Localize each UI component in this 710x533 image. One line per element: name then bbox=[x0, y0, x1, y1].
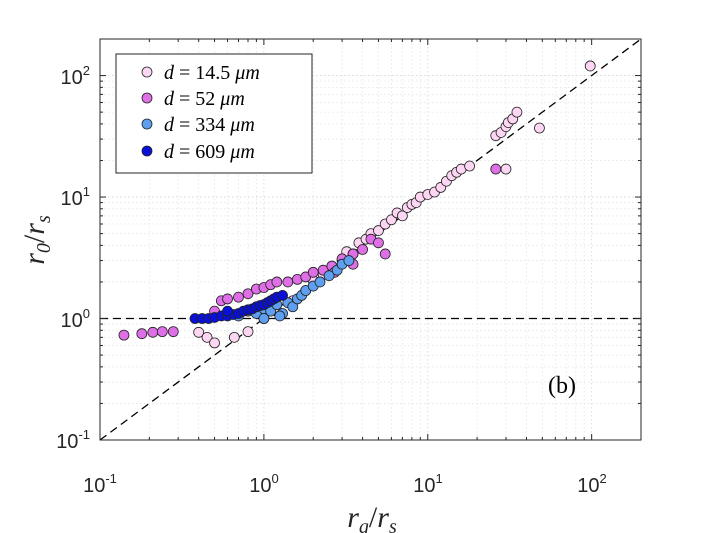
data-point-series-2 bbox=[323, 270, 335, 282]
data-point-series-0 bbox=[373, 225, 384, 236]
data-point-series-0 bbox=[242, 326, 254, 338]
data-point-series-1 bbox=[118, 329, 130, 341]
data-point-series-0 bbox=[396, 210, 408, 222]
y-axis-label: r0/rs bbox=[18, 215, 55, 265]
data-point-series-0 bbox=[228, 331, 240, 343]
data-point-series-1 bbox=[357, 244, 368, 255]
data-point-series-1 bbox=[282, 276, 294, 288]
legend-marker-1 bbox=[141, 92, 153, 104]
plot-frame bbox=[99, 38, 642, 441]
data-point-series-3 bbox=[222, 305, 233, 317]
y-tick-label-3: 102 bbox=[61, 63, 90, 89]
y-tick-label-2: 101 bbox=[61, 184, 90, 210]
x-tick-label-3: 102 bbox=[577, 471, 606, 497]
data-point-series-1 bbox=[242, 288, 254, 300]
data-point-series-1 bbox=[167, 326, 179, 338]
data-point-series-1 bbox=[222, 293, 233, 305]
data-point-series-1 bbox=[156, 326, 168, 338]
data-point-series-0 bbox=[511, 106, 523, 118]
diagonal-reference-line bbox=[99, 38, 642, 441]
y-tick-label-0: 10-1 bbox=[56, 427, 90, 453]
legend: d = 14.5 μm d = 52 μm d = 334 μm d = 609… bbox=[115, 53, 313, 174]
data-point-series-1 bbox=[379, 248, 391, 260]
data-point-series-0 bbox=[201, 331, 213, 343]
legend-label-0: d = 14.5 μm bbox=[164, 62, 260, 84]
data-point-series-2 bbox=[314, 276, 326, 288]
legend-marker-2 bbox=[141, 118, 153, 130]
reference-lines bbox=[99, 38, 642, 441]
data-point-series-2 bbox=[274, 310, 286, 322]
data-point-series-1 bbox=[490, 163, 502, 175]
data-point-series-1 bbox=[271, 276, 283, 288]
y-tick-label-1: 100 bbox=[61, 306, 90, 332]
data-point-series-1 bbox=[233, 291, 244, 303]
x-tick-label-1: 100 bbox=[249, 471, 278, 497]
data-point-series-2 bbox=[343, 255, 355, 266]
panel-label: (b) bbox=[548, 373, 576, 399]
x-axis-label: rg/rs bbox=[347, 501, 397, 533]
data-point-series-1 bbox=[373, 237, 384, 249]
data-point-series-2 bbox=[258, 313, 270, 324]
legend-label-2: d = 334 μm bbox=[164, 114, 255, 136]
axis-ticks bbox=[99, 38, 642, 441]
data-point-series-3 bbox=[277, 290, 288, 301]
x-tick-label-2: 101 bbox=[413, 471, 442, 497]
data-point-series-0 bbox=[584, 60, 596, 72]
data-point-series-0 bbox=[534, 122, 545, 134]
legend-label-3: d = 609 μm bbox=[164, 141, 255, 163]
data-point-series-1 bbox=[307, 266, 319, 278]
data-point-series-0 bbox=[500, 163, 512, 175]
legend-marker-3 bbox=[141, 145, 153, 157]
data-point-series-0 bbox=[209, 337, 220, 349]
data-point-series-1 bbox=[147, 326, 159, 338]
legend-marker-0 bbox=[141, 66, 153, 78]
data-point-series-0 bbox=[193, 326, 205, 338]
legend-label-1: d = 52 μm bbox=[164, 88, 245, 110]
x-tick-label-0: 10-1 bbox=[83, 471, 117, 497]
data-point-series-1 bbox=[136, 328, 148, 340]
data-point-series-0 bbox=[464, 160, 476, 172]
data-points bbox=[118, 60, 596, 349]
